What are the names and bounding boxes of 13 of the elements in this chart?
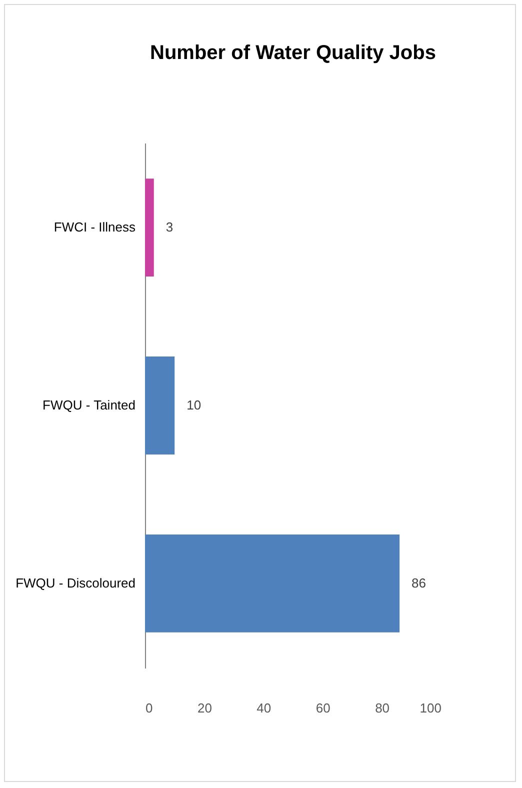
chart-title: Number of Water Quality Jobs bbox=[150, 42, 436, 64]
data-label: 3 bbox=[166, 220, 174, 235]
x-tick-label: 80 bbox=[375, 700, 390, 716]
data-label: 10 bbox=[186, 398, 202, 412]
y-tick-label: FWQU - Discoloured bbox=[16, 575, 136, 590]
x-tick-label: 40 bbox=[256, 700, 272, 716]
y-tick-label: FWQU - Tainted bbox=[42, 398, 136, 412]
x-tick-label: 60 bbox=[316, 700, 330, 716]
x-tick-label: 0 bbox=[146, 700, 153, 716]
data-label: 86 bbox=[412, 575, 426, 590]
x-tick-label: 20 bbox=[197, 700, 212, 716]
y-tick-label: FWCI - Illness bbox=[54, 220, 136, 235]
x-tick-label: 100 bbox=[420, 700, 442, 716]
